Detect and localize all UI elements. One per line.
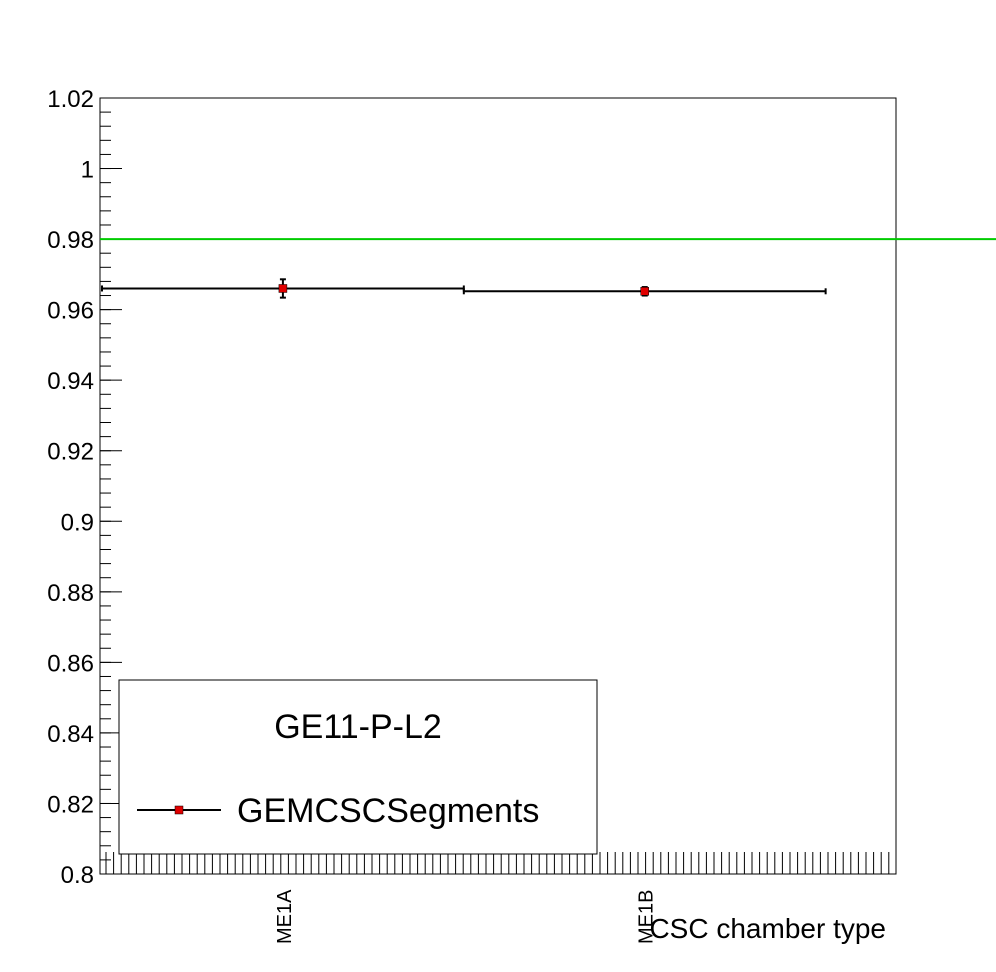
- y-tick-label: 0.96: [47, 298, 94, 325]
- legend: GE11-P-L2 GEMCSCSegments: [118, 679, 598, 855]
- data-series-layer: [101, 278, 827, 299]
- legend-box: [118, 679, 598, 855]
- legend-entry-label: GEMCSCSegments: [237, 792, 539, 830]
- legend-marker: [174, 805, 184, 815]
- x-axis-label: CSC chamber type: [649, 913, 886, 944]
- y-tick-label: 0.92: [47, 439, 94, 466]
- plot-frame-layer: [99, 97, 897, 875]
- y-tick-label: 0.98: [47, 227, 94, 254]
- y-tick-label: 0.88: [47, 580, 94, 607]
- y-tick-label: 0.86: [47, 650, 94, 677]
- data-point: [278, 284, 288, 293]
- y-tick-label: 0.9: [61, 509, 94, 536]
- x-axis-ticks: ME1A ME1B: [274, 889, 658, 944]
- legend-header: GE11-P-L2: [274, 708, 442, 746]
- minor-ticks: [100, 97, 890, 875]
- y-axis-ticks: 0.8 0.82 0.84 0.86 0.88 0.9 0.92 0.94 0.96 0.98 1 1…: [47, 86, 122, 889]
- x-tick-label: ME1B: [636, 890, 658, 944]
- y-tick-label: 0.82: [47, 791, 94, 818]
- x-tick-label: ME1A: [274, 889, 296, 944]
- y-tick-label: 0.8: [61, 862, 94, 889]
- data-point: [640, 287, 649, 296]
- y-tick-label: 1: [81, 157, 94, 184]
- plot-frame: [99, 97, 897, 875]
- y-tick-label: 1.02: [47, 86, 94, 113]
- y-tick-label: 0.84: [47, 721, 94, 748]
- y-tick-label: 0.94: [47, 368, 94, 395]
